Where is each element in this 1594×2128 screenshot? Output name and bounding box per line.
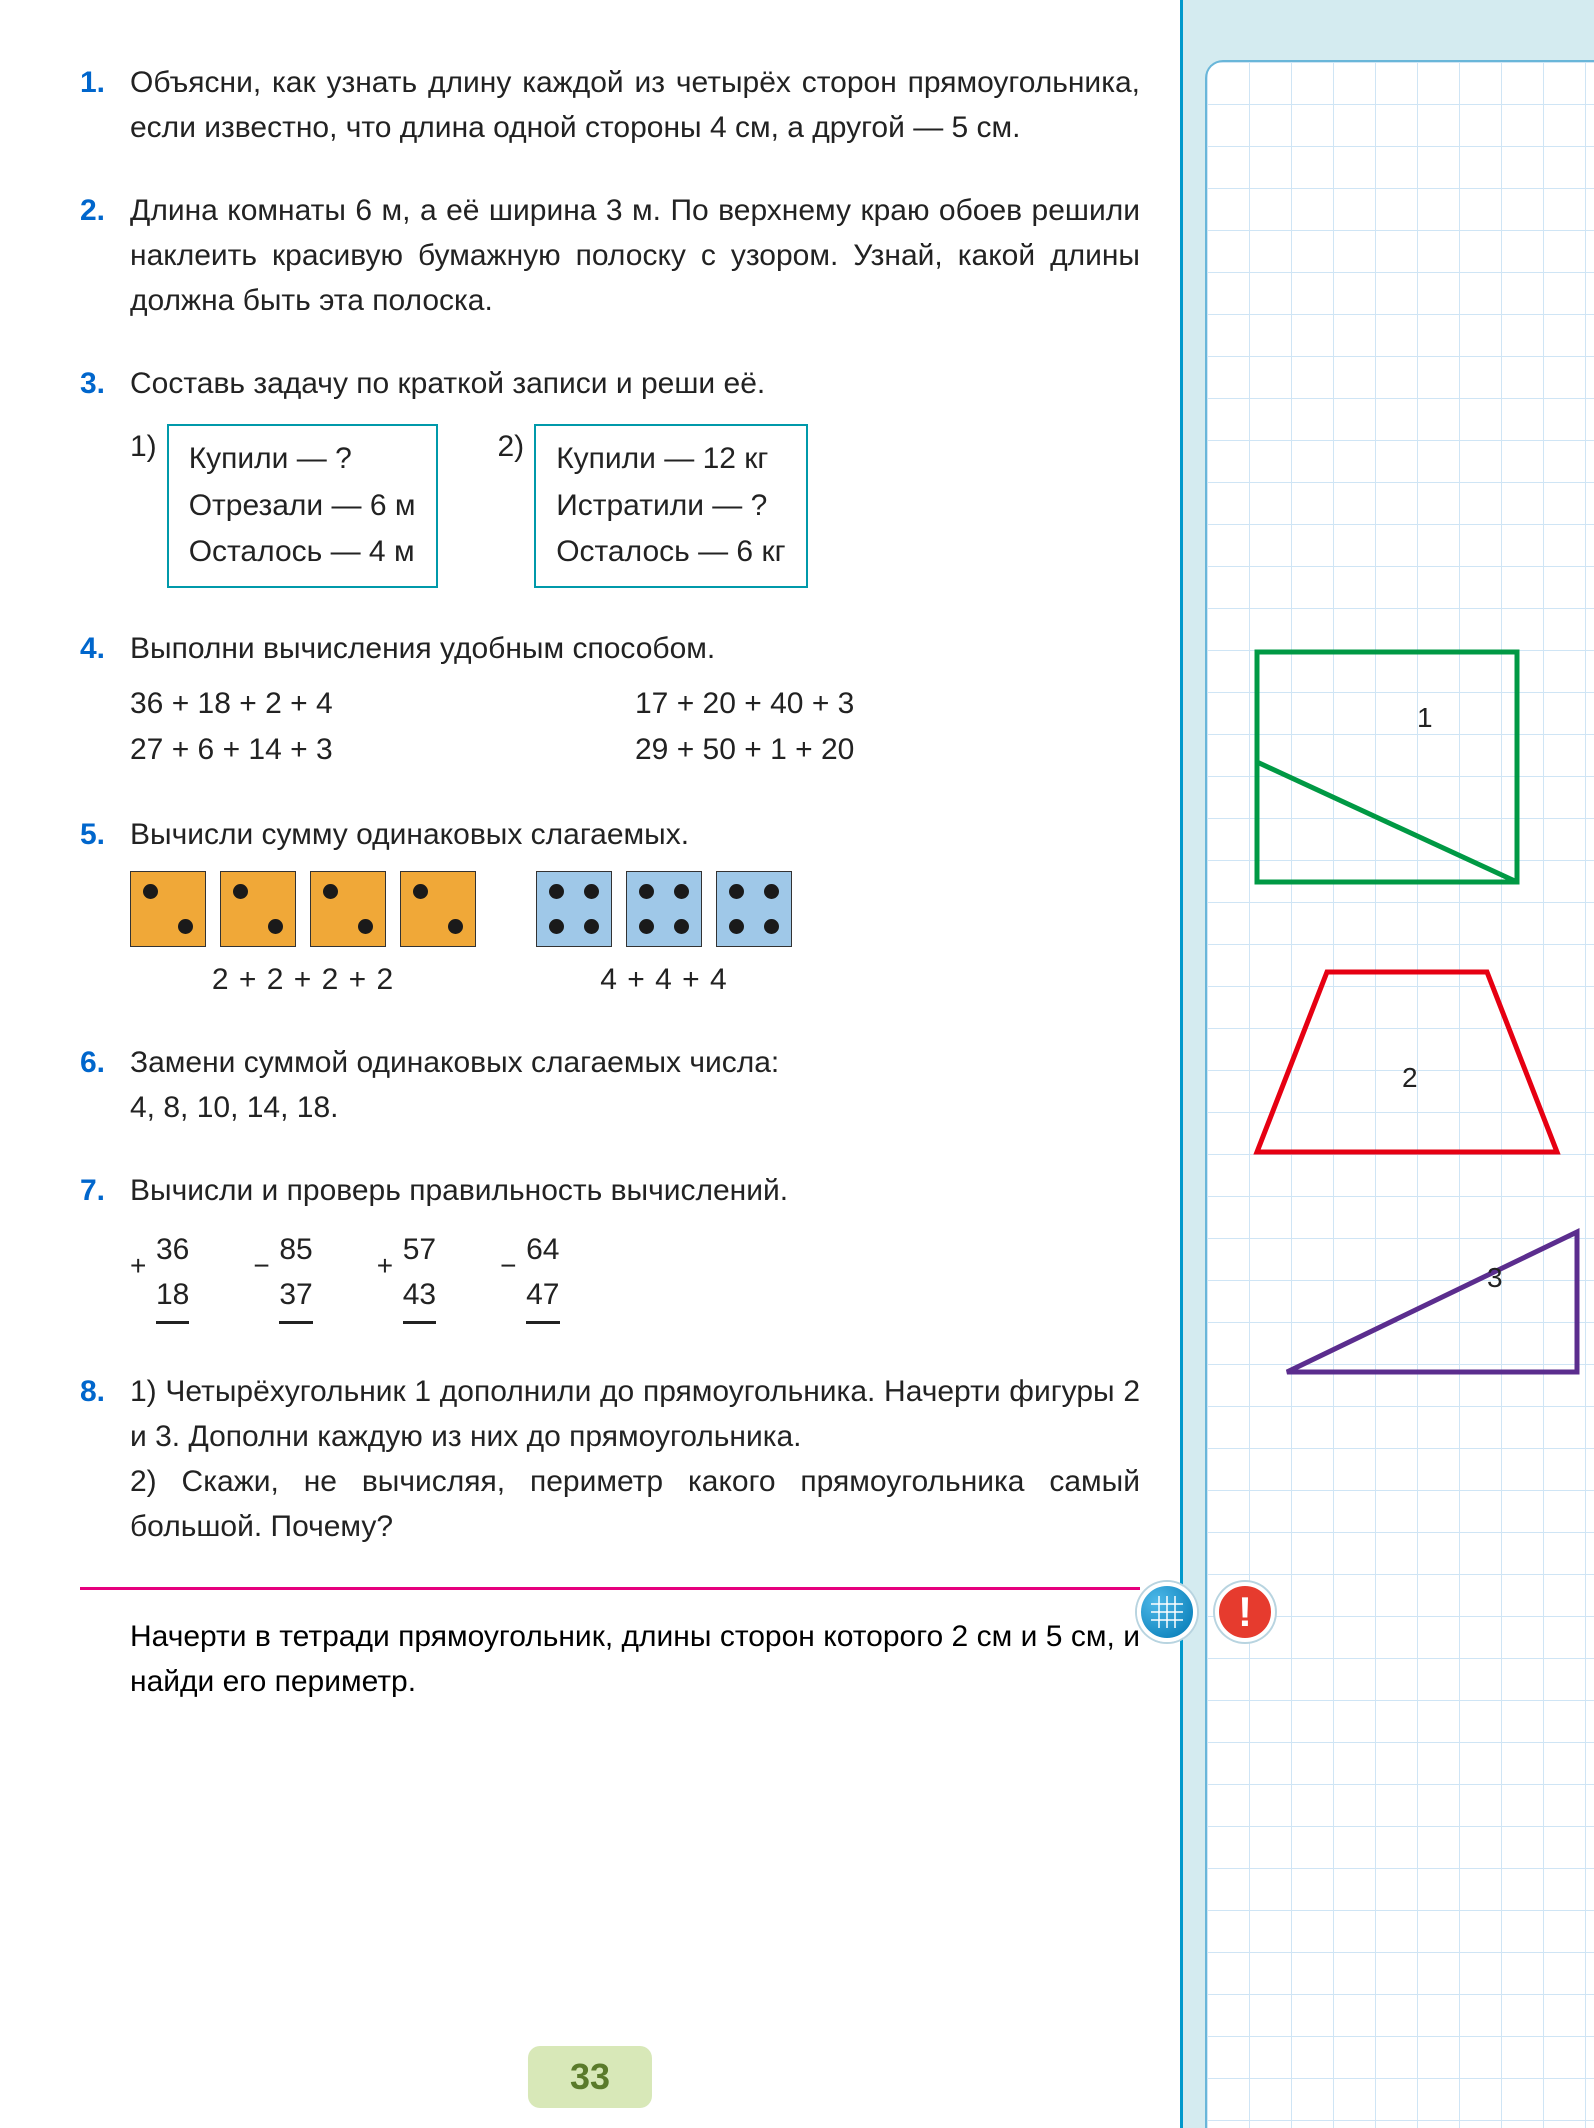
shape-2-label: 2: [1402, 1062, 1418, 1094]
task-1: 1. Объясни, как узнать длину каждой из ч…: [80, 60, 1140, 150]
op-b: 18: [156, 1272, 189, 1317]
box-label: 2): [498, 424, 525, 469]
task-num: 4.: [80, 626, 130, 671]
content-column: 1. Объясни, как узнать длину каждой из ч…: [0, 0, 1180, 2128]
task-num: 2.: [80, 188, 130, 233]
task-text: Выполни вычисления удобным способом.: [130, 626, 1140, 671]
op-a: 57: [403, 1227, 436, 1272]
sign: +: [130, 1245, 146, 1287]
op-b: 47: [526, 1272, 559, 1317]
column-calc: + 57 43: [403, 1227, 436, 1331]
task-numbers: 4, 8, 10, 14, 18.: [130, 1091, 339, 1124]
icon-row: !: [1137, 1582, 1275, 1642]
shape-3: [1277, 1222, 1594, 1392]
domino: [626, 871, 702, 947]
sign: −: [253, 1245, 269, 1287]
shape-1: [1247, 642, 1547, 912]
exclamation-icon: !: [1215, 1582, 1275, 1642]
task-5: 5. Вычисли сумму одинаковых слагаемых.: [80, 812, 1140, 1002]
task-text: Объясни, как узнать длину каждой из четы…: [130, 60, 1140, 150]
task-num: 3.: [80, 361, 130, 406]
task-num: 1.: [80, 60, 130, 105]
footer-task: Начерти в тетради прямоугольник, длины с…: [80, 1614, 1140, 1704]
page-number: 33: [528, 2046, 652, 2108]
calc-expr: 17 + 20 + 40 + 3: [635, 681, 1140, 728]
task-text: Длина комнаты 6 м, а её ширина 3 м. По в…: [130, 188, 1140, 323]
task-2: 2. Длина комнаты 6 м, а её ширина 3 м. П…: [80, 188, 1140, 323]
grid-area: 1 2 3 !: [1205, 60, 1594, 2128]
task-7: 7. Вычисли и проверь правильность вычисл…: [80, 1168, 1140, 1331]
footer-text: Начерти в тетради прямоугольник, длины с…: [130, 1620, 1140, 1698]
domino-group-blue: 4 + 4 + 4: [536, 871, 792, 1002]
task-num: 7.: [80, 1168, 130, 1213]
task-num: 6.: [80, 1040, 130, 1085]
box-line: Купили — 12 кг: [556, 436, 785, 483]
sign: −: [500, 1245, 516, 1287]
task-text: Вычисли и проверь правильность вычислени…: [130, 1168, 1140, 1213]
task-text-1: 1) Четырёхугольник 1 дополнили до прямоу…: [130, 1369, 1140, 1459]
domino: [716, 871, 792, 947]
box-line: Осталось — 4 м: [189, 529, 416, 576]
domino: [310, 871, 386, 947]
task-num: 5.: [80, 812, 130, 857]
grid-icon: [1137, 1582, 1197, 1642]
column-calc: + 36 18: [156, 1227, 189, 1331]
task-text-2: 2) Скажи, не вычисляя, периметр какого п…: [130, 1459, 1140, 1549]
op-a: 36: [156, 1227, 189, 1272]
op-b: 37: [279, 1272, 312, 1317]
task-text: Замени суммой одинаковых слагаемых числа…: [130, 1046, 779, 1079]
calc-expr: 27 + 6 + 14 + 3: [130, 727, 635, 774]
page-number-wrap: 33: [528, 2046, 652, 2108]
task-4: 4. Выполни вычисления удобным способом. …: [80, 626, 1140, 774]
domino-expr: 2 + 2 + 2 + 2: [130, 957, 476, 1002]
box-line: Купили — ?: [189, 436, 416, 483]
op-a: 64: [526, 1227, 559, 1272]
task-list: 1. Объясни, как узнать длину каждой из ч…: [80, 60, 1140, 1704]
column-calc: − 64 47: [526, 1227, 559, 1331]
calc-expr: 29 + 50 + 1 + 20: [635, 727, 1140, 774]
sign: +: [377, 1245, 393, 1287]
box-line: Отрезали — 6 м: [189, 483, 416, 530]
op-b: 43: [403, 1272, 436, 1317]
domino-group-orange: 2 + 2 + 2 + 2: [130, 871, 476, 1002]
divider: [80, 1587, 1140, 1590]
domino: [400, 871, 476, 947]
task-3: 3. Составь задачу по краткой записи и ре…: [80, 361, 1140, 588]
box-2: 2) Купили — 12 кг Истратили — ? Осталось…: [498, 424, 808, 588]
column-calc: − 85 37: [279, 1227, 312, 1331]
calc-expr: 36 + 18 + 2 + 4: [130, 681, 635, 728]
domino: [536, 871, 612, 947]
domino: [220, 871, 296, 947]
sidebar: 1 2 3 !: [1180, 0, 1594, 2128]
task-num: 8.: [80, 1369, 130, 1414]
box-1: 1) Купили — ? Отрезали — 6 м Осталось — …: [130, 424, 438, 588]
domino: [130, 871, 206, 947]
box-line: Истратили — ?: [556, 483, 785, 530]
domino-expr: 4 + 4 + 4: [536, 957, 792, 1002]
op-a: 85: [279, 1227, 312, 1272]
box-label: 1): [130, 424, 157, 469]
shape-1-label: 1: [1417, 702, 1433, 734]
task-8: 8. 1) Четырёхугольник 1 дополнили до пря…: [80, 1369, 1140, 1549]
shape-3-label: 3: [1487, 1262, 1503, 1294]
task-text: Вычисли сумму одинаковых слагаемых.: [130, 812, 1140, 857]
task-text: Составь задачу по краткой записи и реши …: [130, 361, 1140, 406]
task-6: 6. Замени суммой одинаковых слагаемых чи…: [80, 1040, 1140, 1130]
box-line: Осталось — 6 кг: [556, 529, 785, 576]
